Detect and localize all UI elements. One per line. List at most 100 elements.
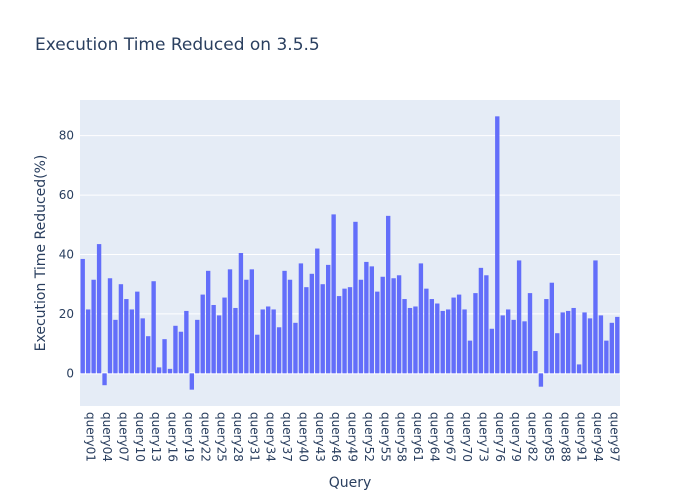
bar-query53	[364, 261, 369, 374]
bar-query82	[522, 321, 527, 374]
bar-query85	[538, 373, 544, 387]
bar-query21	[189, 373, 194, 390]
bar-query88	[555, 333, 560, 374]
bar-query62	[413, 306, 418, 374]
x-tick-label: query25	[215, 412, 229, 462]
bar-query22	[195, 319, 200, 374]
bar-query32	[249, 269, 254, 374]
x-tick-label: query04	[100, 412, 114, 462]
bar-query34	[260, 309, 265, 374]
bar-query24	[206, 270, 211, 374]
x-tick-label: query31	[247, 412, 261, 462]
bar-query95	[593, 260, 598, 374]
bar-query20	[184, 310, 189, 374]
bar-query27	[222, 297, 227, 374]
x-tick-label: query43	[313, 412, 327, 462]
bar-query91	[571, 307, 576, 374]
bar-query65	[429, 299, 434, 374]
x-tick-label: query64	[427, 412, 441, 462]
bar-query38	[282, 270, 287, 374]
bar-query96	[598, 315, 604, 374]
x-tick-label: query28	[231, 412, 245, 462]
bar-query18	[173, 325, 178, 374]
x-tick-label: query13	[149, 412, 163, 462]
bar-query23	[200, 294, 205, 374]
bar-query25	[211, 304, 216, 374]
bar-query17	[167, 368, 173, 374]
bar-query99	[615, 316, 620, 374]
bar-query97	[604, 340, 609, 374]
bar-query84	[533, 351, 538, 374]
bar-query52	[358, 279, 364, 374]
bar-query40	[293, 322, 298, 374]
y-tick-label: 0	[66, 366, 74, 380]
y-tick-label: 20	[59, 307, 74, 321]
bar-query90	[566, 310, 571, 374]
bar-query60	[402, 299, 407, 374]
bar-query79	[506, 309, 511, 374]
bar-query94	[587, 318, 593, 374]
bar-query13	[146, 336, 151, 374]
bar-query73	[473, 293, 478, 374]
bar-query59	[396, 275, 402, 374]
x-tick-label: query67	[444, 412, 458, 462]
bars	[80, 116, 620, 390]
x-tick-label: query55	[378, 412, 392, 462]
bar-query09	[124, 299, 129, 374]
bar-query75	[484, 275, 489, 374]
x-tick-label: query22	[198, 412, 212, 462]
bar-query30	[238, 253, 244, 374]
bar-query78	[500, 315, 505, 374]
bar-query64	[424, 288, 429, 374]
x-tick-label: query97	[607, 412, 621, 462]
bar-query83	[527, 293, 533, 374]
bar-query68	[446, 309, 451, 374]
bar-query49	[342, 288, 347, 374]
bar-query41	[298, 263, 304, 374]
x-tick-label: query52	[362, 412, 376, 462]
bar-query19	[178, 331, 184, 374]
bar-query15	[156, 367, 162, 374]
chart-title: Execution Time Reduced on 3.5.5	[35, 35, 320, 55]
bar-query45	[320, 284, 325, 374]
bar-query05	[102, 373, 107, 386]
bar-query47	[331, 214, 336, 374]
bar-query63	[418, 263, 424, 374]
bar-query61	[407, 307, 413, 374]
bar-query76	[489, 328, 494, 374]
x-tick-label: query70	[460, 412, 474, 462]
bar-query29	[233, 307, 238, 374]
x-tick-label: query19	[182, 412, 196, 462]
bar-query39	[287, 279, 293, 374]
bar-query46	[326, 264, 331, 374]
x-tick-label: query10	[133, 412, 147, 462]
x-tick-label: query40	[296, 412, 310, 462]
x-tick-label: query58	[395, 412, 409, 462]
x-tick-label: query85	[542, 412, 556, 462]
bar-query51	[353, 221, 358, 374]
x-tick-label: query73	[476, 412, 490, 462]
x-tick-label: query01	[84, 412, 98, 462]
bar-query57	[386, 215, 391, 374]
bar-query44	[315, 248, 320, 374]
bar-query71	[462, 309, 467, 374]
bar-query35	[266, 306, 271, 374]
y-tick-label: 40	[59, 247, 74, 261]
bar-query03	[91, 279, 96, 374]
bar-query48	[336, 296, 342, 374]
bar-query07	[113, 319, 118, 374]
bar-query72	[467, 340, 473, 374]
x-tick-label: query76	[493, 412, 507, 462]
bar-query31	[244, 279, 249, 374]
bar-query54	[369, 266, 374, 374]
bar-query66	[435, 303, 440, 374]
x-tick-label: query37	[280, 412, 294, 462]
x-tick-label: query79	[509, 412, 523, 462]
x-tick-label: query07	[116, 412, 130, 462]
bar-query43	[309, 273, 314, 374]
bar-query80	[511, 319, 516, 374]
bar-query86	[544, 299, 549, 374]
bar-query28	[227, 269, 233, 374]
bar-query87	[549, 282, 554, 374]
